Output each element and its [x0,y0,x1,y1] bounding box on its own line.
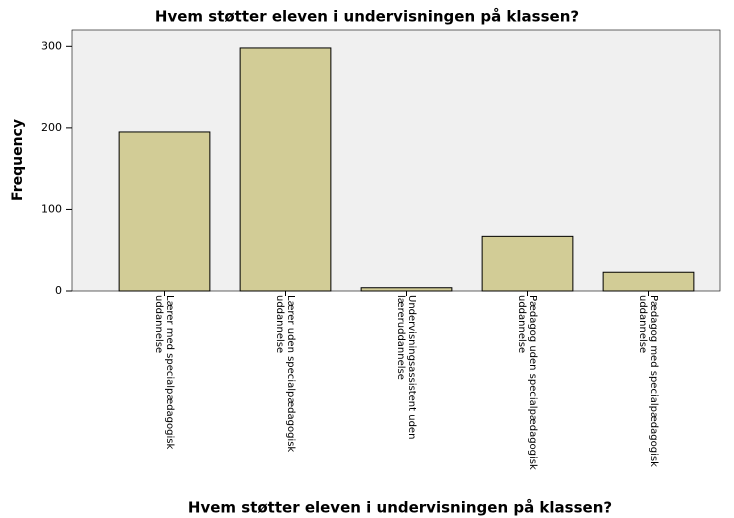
y-tick-label: 200 [41,121,62,134]
x-tick-label: Lærer med specialpædagogisk uddannelse [152,295,175,450]
x-tick-label: Undervisningsassistent uden læreruddanne… [394,295,417,440]
x-tick-label: Pædagog med specialpædagogisk uddannelse [636,295,659,467]
y-tick-label: 100 [41,202,62,215]
bar [602,271,695,292]
bar [481,235,574,292]
x-tick-label: Pædagog uden specialpædagogisk uddannels… [515,295,538,470]
y-tick-label: 0 [55,284,62,297]
x-axis-title: Hvem støtter eleven i undervisningen på … [188,499,612,517]
bar [360,287,453,292]
y-axis-title: Frequency [10,119,26,201]
bar [118,131,211,292]
y-tick-label: 300 [41,39,62,52]
chart-title: Hvem støtter eleven i undervisningen på … [155,8,579,26]
x-tick-label: Lærer uden specialpædagogisk uddannelse [273,295,296,453]
bar [239,47,332,292]
